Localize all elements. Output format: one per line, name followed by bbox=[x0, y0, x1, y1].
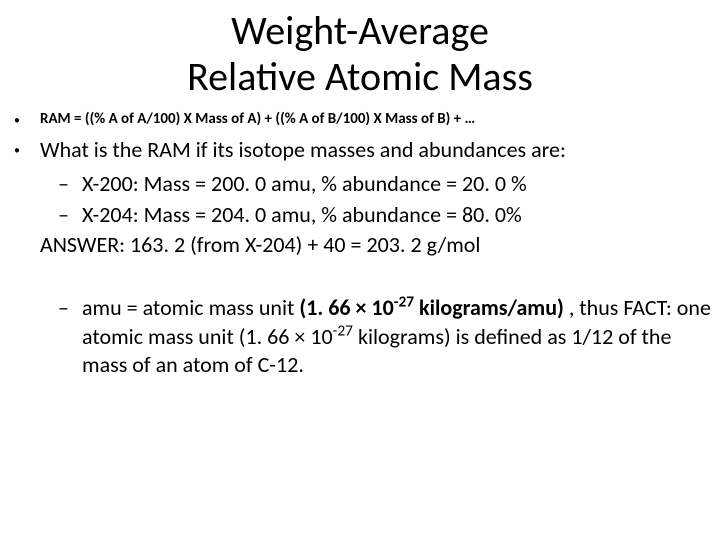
title-line-1: Weight-Average bbox=[231, 6, 489, 55]
isotope-1-text: X-200: Mass = 200. 0 amu, % abundance = … bbox=[82, 170, 527, 199]
amu-text: amu = atomic mass unit (1. 66 × 10-27 ki… bbox=[82, 294, 720, 380]
amu-sup2: -27 bbox=[333, 322, 353, 341]
formula-text: RAM = ((% A of A/100) X Mass of A) + ((%… bbox=[40, 110, 475, 130]
amu-bold-a: (1. 66 × 10 bbox=[299, 294, 393, 321]
title-line-2: Relative Atomic Mass bbox=[187, 52, 533, 101]
dash-icon: – bbox=[58, 170, 82, 197]
amu-row: – amu = atomic mass unit (1. 66 × 10-27 … bbox=[0, 294, 720, 380]
bullet-icon: • bbox=[14, 136, 40, 158]
isotope-2-text: X-204: Mass = 204. 0 amu, % abundance = … bbox=[82, 201, 522, 230]
question-row: • What is the RAM if its isotope masses … bbox=[0, 136, 720, 165]
amu-bold-sup: -27 bbox=[394, 293, 414, 312]
amu-pre: amu = atomic mass unit bbox=[82, 294, 299, 321]
amu-bold-b: kilograms/amu) bbox=[414, 294, 569, 321]
spacer bbox=[0, 260, 720, 294]
question-text: What is the RAM if its isotope masses an… bbox=[40, 136, 566, 165]
slide-title: Weight-Average Relative Atomic Mass bbox=[0, 0, 720, 110]
amu-bold: (1. 66 × 10-27 kilograms/amu) bbox=[299, 294, 568, 321]
isotope-2-row: – X-204: Mass = 204. 0 amu, % abundance … bbox=[0, 201, 720, 230]
dash-icon: – bbox=[58, 201, 82, 228]
bullet-icon: • bbox=[14, 110, 40, 128]
dash-icon: – bbox=[58, 294, 82, 321]
formula-row: • RAM = ((% A of A/100) X Mass of A) + (… bbox=[0, 110, 720, 130]
answer-text: ANSWER: 163. 2 (from X-204) + 40 = 203. … bbox=[0, 231, 720, 258]
isotope-1-row: – X-200: Mass = 200. 0 amu, % abundance … bbox=[0, 170, 720, 199]
